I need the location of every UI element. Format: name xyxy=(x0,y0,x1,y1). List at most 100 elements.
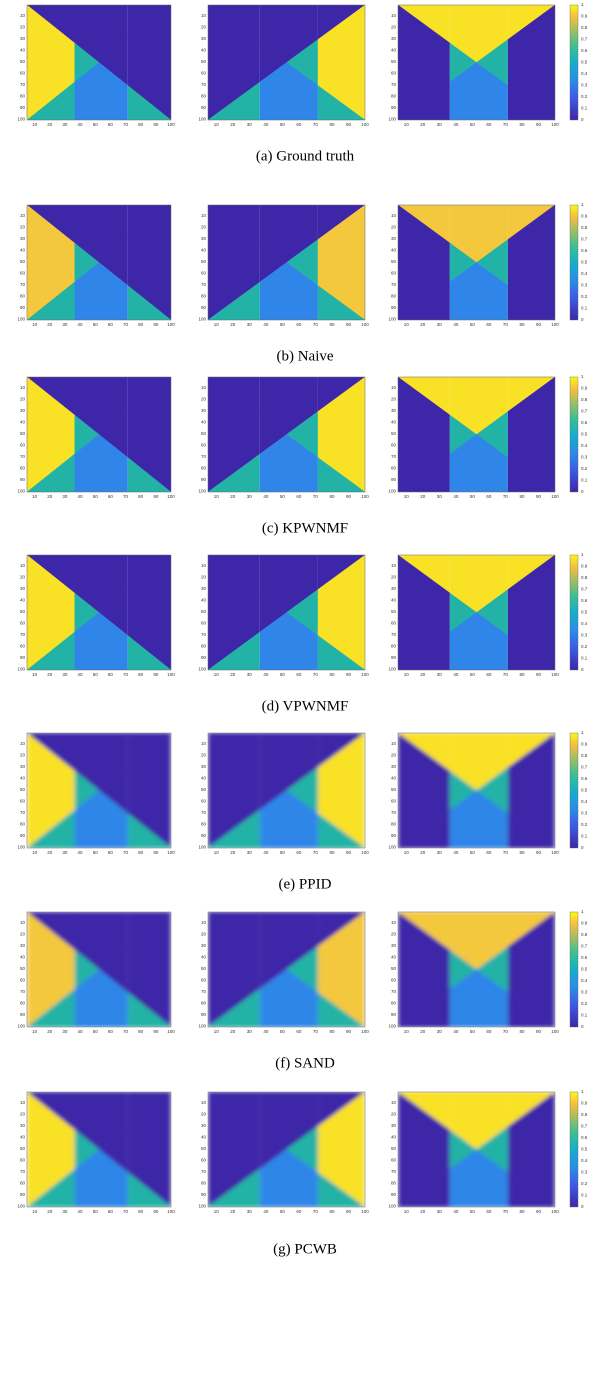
x-tick-label: 40 xyxy=(78,672,84,677)
x-tick-label: 30 xyxy=(247,322,253,327)
colorbar: 0 0.1 0.2 0.3 0.4 0.5 0.6 0.7 0.8 0.9 1 xyxy=(569,552,588,672)
y-tick-label: 20 xyxy=(391,397,397,402)
y-tick-label: 40 xyxy=(20,248,26,253)
y-tick-label: 10 xyxy=(391,385,397,390)
colorbar-tick-label: 0.4 xyxy=(581,978,588,983)
x-tick-label: 50 xyxy=(280,322,286,327)
y-tick-label: 90 xyxy=(20,655,26,660)
x-tick-label: 10 xyxy=(32,1209,38,1214)
y-tick-label: 30 xyxy=(20,236,26,241)
colorbar-tick-label: 1 xyxy=(581,374,584,379)
colorbar-tick-label: 0 xyxy=(581,317,584,322)
y-tick-label: 90 xyxy=(391,655,397,660)
y-tick-label: 90 xyxy=(20,1012,26,1017)
x-tick-label: 20 xyxy=(230,1029,236,1034)
heatmap xyxy=(208,205,365,320)
y-tick-label: 90 xyxy=(20,477,26,482)
colorbar-tick-label: 0.1 xyxy=(581,656,588,661)
colorbar-tick-label: 0.7 xyxy=(581,409,588,414)
y-tick-label: 50 xyxy=(391,966,397,971)
x-tick-label: 60 xyxy=(108,494,114,499)
x-tick-label: 40 xyxy=(78,1029,84,1034)
caption: (g) PCWB xyxy=(273,1241,337,1257)
y-tick-label: 70 xyxy=(391,82,397,87)
x-tick-label: 20 xyxy=(420,1029,426,1034)
y-tick-label: 10 xyxy=(201,213,207,218)
y-tick-label: 60 xyxy=(201,271,207,276)
y-tick-label: 90 xyxy=(201,477,207,482)
x-tick-label: 30 xyxy=(247,850,253,855)
x-tick-label: 70 xyxy=(503,850,509,855)
heatmap-panel: 10 20 30 40 50 60 70 80 90 100 10 20 30 40 50 60 70 80 90 1… xyxy=(388,1091,559,1214)
colorbar-tick-label: 0.3 xyxy=(581,283,588,288)
x-tick-label: 20 xyxy=(420,1209,426,1214)
x-tick-label: 90 xyxy=(153,494,159,499)
x-tick-label: 90 xyxy=(346,850,352,855)
y-tick-label: 20 xyxy=(201,225,207,230)
y-tick-label: 30 xyxy=(201,236,207,241)
x-tick-label: 30 xyxy=(247,494,253,499)
y-tick-label: 50 xyxy=(20,1146,26,1151)
y-tick-label: 40 xyxy=(20,776,26,781)
x-tick-label: 60 xyxy=(108,1029,114,1034)
x-tick-label: 10 xyxy=(32,322,38,327)
x-tick-label: 80 xyxy=(329,122,335,127)
heatmap xyxy=(398,555,555,670)
y-tick-label: 70 xyxy=(201,989,207,994)
y-tick-label: 60 xyxy=(20,621,26,626)
y-tick-label: 60 xyxy=(20,978,26,983)
axes-frame xyxy=(26,1091,172,1208)
x-tick-label: 10 xyxy=(404,122,410,127)
x-tick-label: 30 xyxy=(247,1209,253,1214)
colorbar-tick-label: 0.4 xyxy=(581,71,588,76)
y-tick-label: 10 xyxy=(20,385,26,390)
heatmap-panel: 10 20 30 40 50 60 70 80 90 100 10 20 30 40 50 60 70 80 90 1… xyxy=(198,554,369,677)
x-tick-label: 80 xyxy=(519,1029,525,1034)
x-tick-label: 70 xyxy=(123,322,129,327)
y-tick-label: 60 xyxy=(20,271,26,276)
x-tick-label: 100 xyxy=(167,322,175,327)
y-tick-label: 40 xyxy=(20,420,26,425)
x-tick-label: 10 xyxy=(404,850,410,855)
y-tick-label: 50 xyxy=(201,431,207,436)
heatmap-panel: 10 20 30 40 50 60 70 80 90 100 10 20 30 40 50 60 70 80 90 1… xyxy=(198,1091,369,1214)
y-tick-label: 50 xyxy=(20,787,26,792)
y-tick-label: 40 xyxy=(201,248,207,253)
y-tick-label: 20 xyxy=(20,225,26,230)
colorbar-tick-label: 0.2 xyxy=(581,466,588,471)
x-tick-label: 70 xyxy=(313,322,319,327)
y-tick-label: 90 xyxy=(391,477,397,482)
x-tick-label: 60 xyxy=(108,1209,114,1214)
x-tick-label: 60 xyxy=(486,1029,492,1034)
heatmap xyxy=(208,555,365,670)
colorbar-tick-label: 0.3 xyxy=(581,811,588,816)
colorbar-tick-label: 0.5 xyxy=(581,1147,588,1152)
x-tick-label: 80 xyxy=(519,672,525,677)
colorbar-tick-label: 1 xyxy=(581,730,584,735)
y-tick-label: 100 xyxy=(198,1024,206,1029)
colorbar-tick-label: 0.6 xyxy=(581,598,588,603)
colorbar-tick-label: 0.3 xyxy=(581,83,588,88)
x-tick-label: 80 xyxy=(519,122,525,127)
y-tick-label: 20 xyxy=(391,575,397,580)
x-tick-label: 30 xyxy=(62,1029,68,1034)
colorbar-tick-label: 0.8 xyxy=(581,1112,588,1117)
y-tick-label: 60 xyxy=(201,443,207,448)
x-tick-label: 80 xyxy=(138,672,144,677)
x-tick-label: 30 xyxy=(62,1209,68,1214)
colorbar-tick-label: 0.9 xyxy=(581,564,588,569)
y-tick-label: 90 xyxy=(201,1192,207,1197)
x-tick-label: 80 xyxy=(138,322,144,327)
x-tick-label: 20 xyxy=(47,1029,53,1034)
x-tick-label: 40 xyxy=(263,850,269,855)
y-tick-label: 80 xyxy=(201,1001,207,1006)
heatmap-panel: 10 20 30 40 50 60 70 80 90 100 10 20 30 40 50 60 70 80 90 1… xyxy=(17,911,175,1034)
colorbar-tick-label: 0.8 xyxy=(581,225,588,230)
caption: (e) PPID xyxy=(279,876,332,892)
colorbar-tick-label: 1 xyxy=(581,552,584,557)
y-tick-label: 50 xyxy=(201,966,207,971)
y-tick-label: 100 xyxy=(198,667,206,672)
heatmap xyxy=(398,733,555,848)
colorbar: 0 0.1 0.2 0.3 0.4 0.5 0.6 0.7 0.8 0.9 1 xyxy=(569,909,588,1029)
y-tick-label: 80 xyxy=(391,466,397,471)
